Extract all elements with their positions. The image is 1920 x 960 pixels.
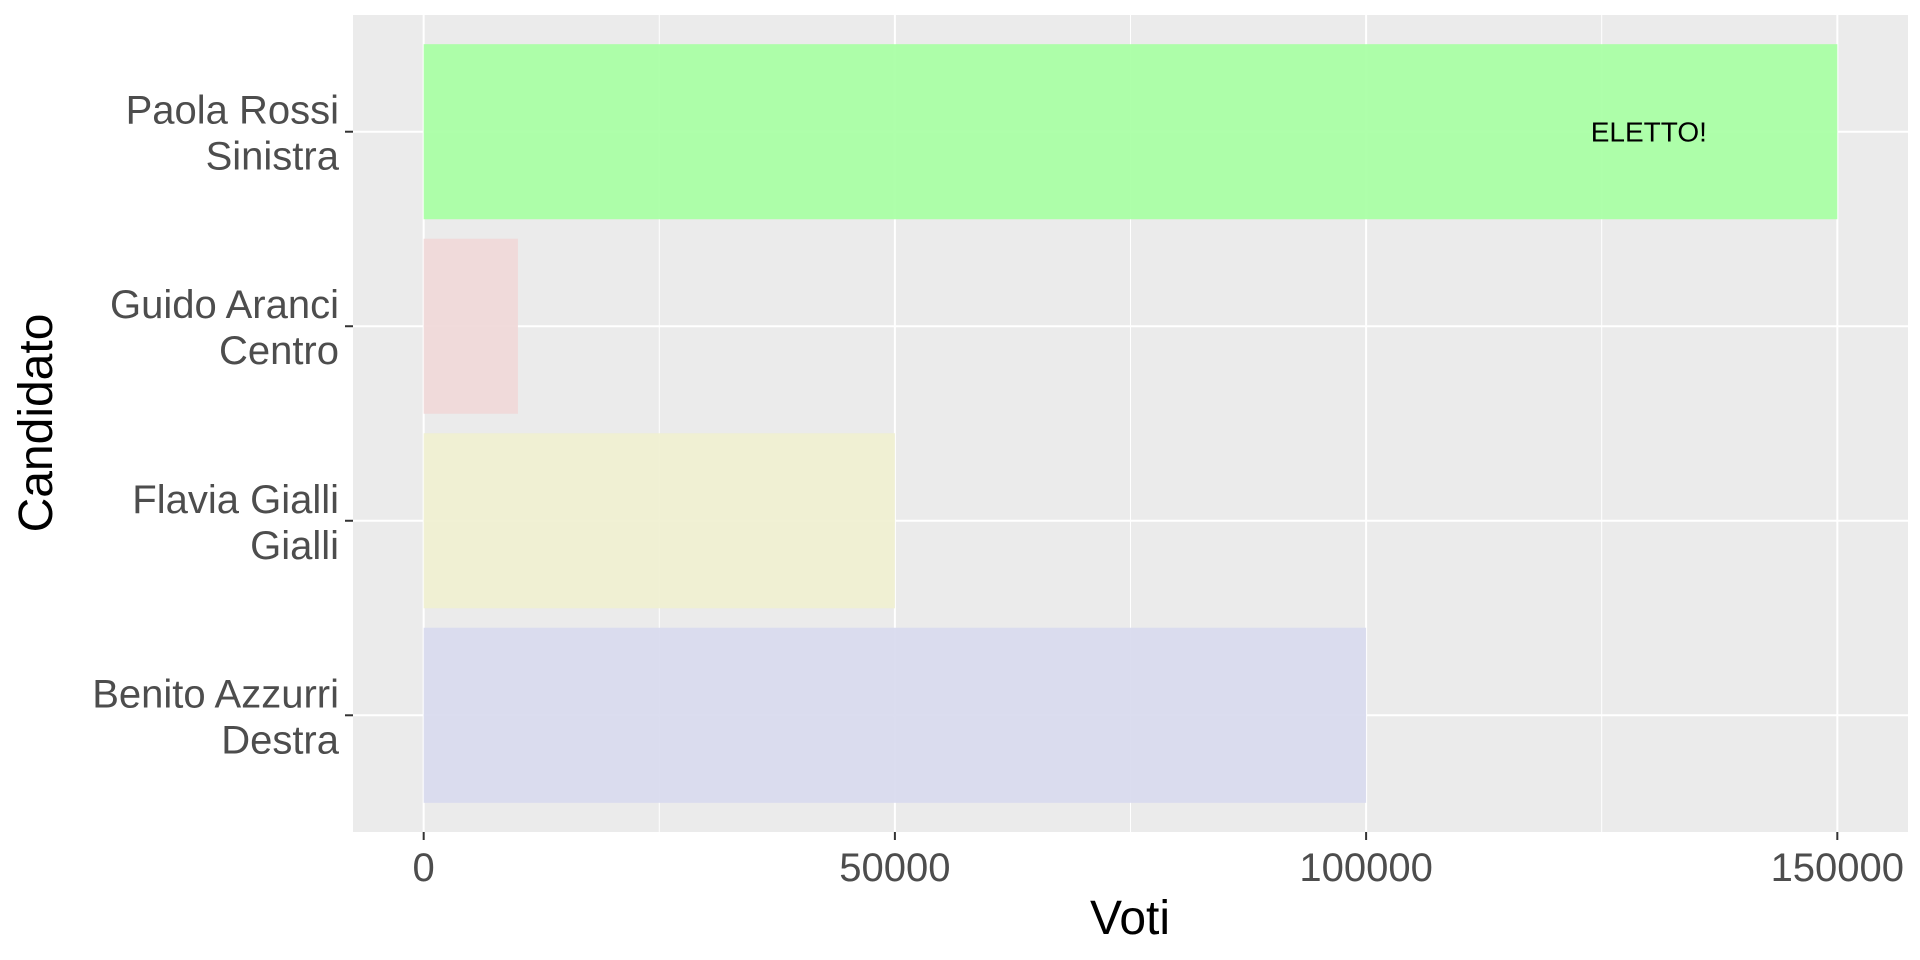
y-tick-label-party: Sinistra: [206, 135, 340, 179]
bar-paola-rossi: [423, 44, 1838, 220]
y-tick-label-name: Paola Rossi: [126, 89, 339, 133]
bar-benito-azzurri: [423, 627, 1367, 803]
annotation-label: ELETTO!: [1591, 117, 1707, 148]
x-tick-label: 0: [413, 846, 435, 890]
bar-guido-aranci: [423, 238, 518, 414]
x-tick-label: 100000: [1299, 846, 1432, 890]
y-axis-title: Candidato: [10, 314, 63, 533]
bar-flavia-gialli: [423, 433, 895, 609]
x-tick-label: 150000: [1771, 846, 1904, 890]
annotations-group: ELETTO!: [1591, 117, 1707, 148]
x-axis-title: Voti: [1090, 892, 1170, 945]
y-tick-label-name: Flavia Gialli: [132, 478, 339, 522]
y-tick-label-name: Guido Aranci: [110, 283, 339, 327]
y-tick-label-name: Benito Azzurri: [92, 672, 339, 716]
x-tick-label: 50000: [839, 846, 950, 890]
y-tick-label-party: Centro: [219, 329, 339, 373]
y-tick-label-party: Gialli: [250, 524, 339, 568]
x-axis: 0 50000 100000 150000: [413, 832, 1904, 890]
bars-group: [423, 44, 1838, 803]
y-tick-label-party: Destra: [221, 718, 340, 762]
